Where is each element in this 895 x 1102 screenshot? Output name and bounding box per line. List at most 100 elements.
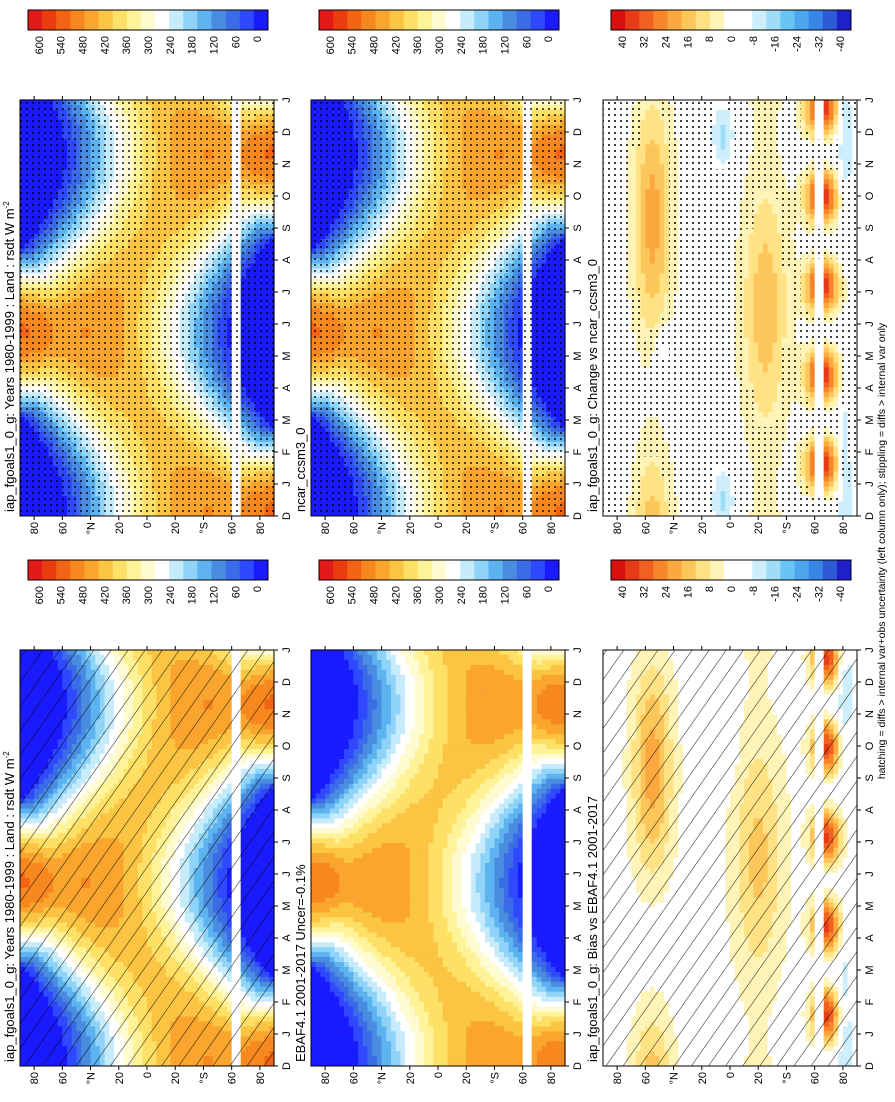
heatmap-cell bbox=[410, 1041, 415, 1047]
heatmap-cell bbox=[349, 1056, 354, 1062]
heatmap-cell bbox=[433, 1031, 438, 1037]
heatmap-cell bbox=[414, 1041, 419, 1047]
heatmap-cell bbox=[504, 1060, 509, 1066]
x-tick-label: A bbox=[281, 934, 293, 942]
heatmap-cell bbox=[537, 1046, 542, 1052]
x-tick-label: N bbox=[281, 710, 293, 718]
heatmap-cell bbox=[466, 1036, 471, 1042]
heatmap-cell bbox=[556, 1046, 561, 1052]
heatmap-cell bbox=[452, 1046, 457, 1052]
heatmap-cell bbox=[424, 1056, 429, 1062]
heatmap-cell bbox=[457, 1056, 462, 1062]
heatmap-cell bbox=[344, 1031, 349, 1037]
heatmap-cell bbox=[466, 1056, 471, 1062]
heatmap-cell bbox=[462, 1031, 467, 1037]
heatmap-cell bbox=[480, 1036, 485, 1042]
heatmap-cell bbox=[551, 1051, 556, 1057]
heatmap-cell bbox=[377, 1046, 382, 1052]
heatmap-cell bbox=[476, 1060, 481, 1066]
x-tick-label: J bbox=[281, 1031, 293, 1037]
heatmap-cell bbox=[311, 1031, 316, 1037]
heatmap-cell bbox=[311, 1046, 316, 1052]
heatmap-cell bbox=[494, 1051, 499, 1057]
heatmap-cell bbox=[518, 1036, 523, 1042]
heatmap-cell bbox=[414, 1056, 419, 1062]
heatmap-cell bbox=[325, 1060, 330, 1066]
colorbar-swatch bbox=[84, 560, 99, 580]
heatmap-cell bbox=[419, 1060, 424, 1066]
heatmap-cell bbox=[532, 1060, 537, 1066]
heatmap-cell bbox=[372, 1056, 377, 1062]
heatmap-cell bbox=[462, 1041, 467, 1047]
heatmap-cell bbox=[518, 1046, 523, 1052]
heatmap-cell bbox=[330, 1051, 335, 1057]
heatmap-cell bbox=[391, 1031, 396, 1037]
heatmap-cell bbox=[447, 1046, 452, 1052]
x-tick-label: M bbox=[281, 901, 293, 910]
heatmap-cell bbox=[504, 1056, 509, 1062]
colorbar-label: 300 bbox=[143, 586, 155, 604]
heatmap-cell bbox=[504, 1051, 509, 1057]
heatmap-cell bbox=[509, 1031, 514, 1037]
heatmap-cell bbox=[316, 1056, 321, 1062]
heatmap-cell bbox=[335, 1051, 340, 1057]
heatmap-cell bbox=[396, 1060, 401, 1066]
y-tick-label: 20 bbox=[170, 1072, 182, 1084]
heatmap-cell bbox=[410, 1036, 415, 1042]
heatmap-cell bbox=[447, 1056, 452, 1062]
x-tick-label: J bbox=[281, 871, 293, 877]
heatmap-cell bbox=[438, 1060, 443, 1066]
heatmap-cell bbox=[433, 1051, 438, 1057]
heatmap-cell bbox=[316, 1060, 321, 1066]
heatmap-cell bbox=[462, 1051, 467, 1057]
heatmap-cell bbox=[377, 1051, 382, 1057]
heatmap-cell bbox=[513, 1056, 518, 1062]
heatmap-cell bbox=[410, 1046, 415, 1052]
heatmap-cell bbox=[414, 1060, 419, 1066]
heatmap-cell bbox=[339, 1036, 344, 1042]
heatmap-cell bbox=[471, 1056, 476, 1062]
heatmap-cell bbox=[457, 1041, 462, 1047]
heatmap-cell bbox=[551, 1056, 556, 1062]
heatmap-cell bbox=[372, 1060, 377, 1066]
heatmap-cell bbox=[509, 1046, 514, 1052]
heatmap-cell bbox=[429, 1056, 434, 1062]
heatmap-cell bbox=[433, 1046, 438, 1052]
heatmap-cell bbox=[339, 1031, 344, 1037]
heatmap-cell bbox=[363, 1036, 368, 1042]
heatmap-cell bbox=[419, 1051, 424, 1057]
heatmap-cell bbox=[405, 1056, 410, 1062]
heatmap-cell bbox=[344, 1051, 349, 1057]
heatmap-cell bbox=[316, 1041, 321, 1047]
heatmap-cell bbox=[419, 1036, 424, 1042]
heatmap-cell bbox=[391, 1046, 396, 1052]
heatmap-cell bbox=[480, 1031, 485, 1037]
heatmap-cell bbox=[541, 1051, 546, 1057]
heatmap-cell bbox=[494, 1036, 499, 1042]
heatmap-cell bbox=[509, 1060, 514, 1066]
heatmap-cell bbox=[320, 1031, 325, 1037]
heatmap-cell bbox=[429, 1051, 434, 1057]
heatmap-cell bbox=[499, 1036, 504, 1042]
colorbar-label: 180 bbox=[187, 586, 199, 604]
heatmap-cell bbox=[452, 1060, 457, 1066]
heatmap-cell bbox=[353, 1031, 358, 1037]
heatmap-cell bbox=[433, 1036, 438, 1042]
x-tick-label: J bbox=[281, 647, 293, 653]
heatmap-cell bbox=[353, 1046, 358, 1052]
colorbar-label: 600 bbox=[34, 586, 46, 604]
heatmap-cell bbox=[447, 1036, 452, 1042]
heatmap-cell bbox=[443, 1031, 448, 1037]
heatmap-cell bbox=[443, 1051, 448, 1057]
heatmap-cell bbox=[476, 1031, 481, 1037]
heatmap-cell bbox=[382, 1041, 387, 1047]
heatmap-cell bbox=[396, 1036, 401, 1042]
heatmap-cell bbox=[485, 1031, 490, 1037]
heatmap-cell bbox=[410, 1060, 415, 1066]
colorbar-label: 540 bbox=[56, 586, 68, 604]
heatmap-cell bbox=[504, 1041, 509, 1047]
y-tick-label: 80 bbox=[29, 1072, 41, 1084]
x-tick-label: M bbox=[281, 965, 293, 974]
colorbar-swatch bbox=[42, 560, 57, 580]
heatmap-cell bbox=[424, 1031, 429, 1037]
